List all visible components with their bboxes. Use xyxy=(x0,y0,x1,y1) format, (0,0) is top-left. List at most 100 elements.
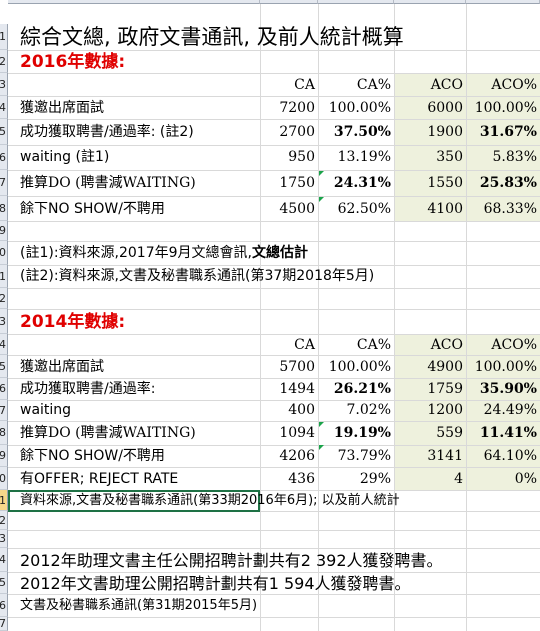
ca-pct-value[interactable]: 37.50% xyxy=(333,124,391,140)
column-header-e[interactable]: E xyxy=(466,0,540,4)
row-header[interactable]: 6 xyxy=(0,145,8,170)
header-aco-pct[interactable]: ACO% xyxy=(491,337,537,353)
aco-pct-value[interactable]: 11.41% xyxy=(479,425,537,441)
ca-value[interactable]: 1094 xyxy=(279,425,315,441)
row-label[interactable]: waiting (註1) xyxy=(20,149,110,165)
ca-value[interactable]: 436 xyxy=(288,471,315,487)
aco-value[interactable]: 4 xyxy=(454,471,463,487)
aco-pct-value[interactable]: 100.00% xyxy=(474,359,537,375)
note-1[interactable]: (註1):資料來源,2017年9月文總會訊,文總估計 xyxy=(20,244,308,262)
ca-pct-value[interactable]: 29% xyxy=(359,471,391,487)
row-header[interactable]: 2 xyxy=(0,288,8,309)
ca-value[interactable]: 1750 xyxy=(279,175,315,191)
row-header[interactable]: 3 xyxy=(0,309,8,334)
ca-value[interactable]: 4500 xyxy=(279,201,315,217)
aco-pct-value[interactable]: 25.83% xyxy=(479,175,537,191)
row-label[interactable]: 餘下NO SHOW/不聘用 xyxy=(20,201,165,217)
aco-value[interactable]: 3141 xyxy=(427,448,463,464)
row-header[interactable]: 4 xyxy=(0,96,8,119)
footer-line-2[interactable]: 2012年文書助理公開招聘計劃共有1 594人獲發聘書。 xyxy=(20,574,411,593)
sheet-title[interactable]: 綜合文總, 政府文書通訊, 及前人統計概算 xyxy=(20,25,404,49)
aco-value[interactable]: 4900 xyxy=(427,359,463,375)
header-aco[interactable]: ACO xyxy=(430,337,463,353)
ca-pct-value[interactable]: 19.19% xyxy=(333,425,391,441)
row-header[interactable]: 1 xyxy=(0,24,8,50)
ca-pct-value[interactable]: 26.21% xyxy=(333,381,391,397)
header-ca[interactable]: CA xyxy=(294,337,315,353)
row-label[interactable]: waiting xyxy=(20,402,72,418)
aco-value[interactable]: 1550 xyxy=(427,175,463,191)
aco-value[interactable]: 1200 xyxy=(427,402,463,418)
ca-value[interactable]: 5700 xyxy=(279,359,315,375)
row-header[interactable]: 2 xyxy=(0,50,8,73)
column-header-d[interactable]: D xyxy=(394,0,466,4)
aco-pct-value[interactable]: 64.10% xyxy=(483,448,537,464)
aco-value[interactable]: 4100 xyxy=(427,201,463,217)
aco-pct-value[interactable]: 31.67% xyxy=(479,124,537,140)
column-header-c[interactable]: C xyxy=(318,0,394,4)
aco-pct-value[interactable]: 35.90% xyxy=(479,381,537,397)
row-header[interactable]: 9 xyxy=(0,221,8,241)
header-aco[interactable]: ACO xyxy=(430,77,463,93)
heading-2016[interactable]: 2016年數據: xyxy=(20,52,126,72)
ca-pct-value[interactable]: 13.19% xyxy=(337,149,391,165)
row-header[interactable]: 0 xyxy=(0,467,8,490)
ca-pct-value[interactable]: 62.50% xyxy=(337,201,391,217)
ca-pct-value[interactable]: 24.31% xyxy=(333,175,391,191)
row-label[interactable]: 推算DO (聘書減WAITING) xyxy=(20,175,196,191)
row-header[interactable]: 2 xyxy=(0,511,8,530)
note-2[interactable]: (註2):資料來源,文書及秘書職系通訊(第37期2018年5月) xyxy=(20,268,375,284)
aco-value[interactable]: 6000 xyxy=(427,100,463,116)
row-header[interactable]: 3 xyxy=(0,73,8,96)
aco-value[interactable]: 1759 xyxy=(427,381,463,397)
row-header[interactable]: 6 xyxy=(0,378,8,400)
ca-value[interactable]: 400 xyxy=(288,402,315,418)
row-header[interactable]: 8 xyxy=(0,196,8,221)
row-header[interactable]: 1 xyxy=(0,265,8,288)
row-header[interactable]: 8 xyxy=(0,421,8,445)
row-header[interactable]: 9 xyxy=(0,445,8,467)
row-header[interactable]: 5 xyxy=(0,572,8,594)
row-label[interactable]: 成功獲取聘書/通過率: (註2) xyxy=(20,123,194,141)
row-label[interactable]: 推算DO (聘書減WAITING) xyxy=(20,425,196,441)
header-ca-pct[interactable]: CA% xyxy=(356,337,391,353)
footer-line-1[interactable]: 2012年助理文書主任公開招聘計劃共有2 392人獲發聘書。 xyxy=(20,551,443,570)
header-ca-pct[interactable]: CA% xyxy=(356,77,391,93)
ca-pct-value[interactable]: 7.02% xyxy=(346,402,391,418)
aco-value[interactable]: 350 xyxy=(436,149,463,165)
ca-pct-value[interactable]: 100.00% xyxy=(328,359,391,375)
aco-value[interactable]: 1900 xyxy=(427,124,463,140)
column-header-a[interactable]: A xyxy=(8,0,260,4)
aco-pct-value[interactable]: 0% xyxy=(514,471,537,487)
aco-pct-value[interactable]: 5.83% xyxy=(492,149,537,165)
heading-2014[interactable]: 2014年數據: xyxy=(20,312,126,332)
header-ca[interactable]: CA xyxy=(294,77,315,93)
footer-line-3[interactable]: 文書及秘書職系通訊(第31期2015年5月) xyxy=(20,598,258,613)
row-header[interactable]: 4 xyxy=(0,334,8,355)
column-header-b[interactable]: B xyxy=(260,0,318,4)
row-header[interactable]: 1 xyxy=(0,490,8,511)
row-header[interactable]: 7 xyxy=(0,400,8,421)
selected-cell[interactable] xyxy=(8,490,260,512)
row-header[interactable]: 5 xyxy=(0,119,8,145)
row-header[interactable]: 3 xyxy=(0,530,8,548)
header-aco-pct[interactable]: ACO% xyxy=(491,77,537,93)
row-label[interactable]: 獲邀出席面試 xyxy=(20,100,104,116)
row-header[interactable]: 0 xyxy=(0,241,8,265)
row-header[interactable]: 5 xyxy=(0,355,8,378)
row-label[interactable]: 獲邀出席面試 xyxy=(20,359,104,375)
row-header[interactable]: 6 xyxy=(0,594,8,617)
aco-pct-value[interactable]: 68.33% xyxy=(483,201,537,217)
ca-value[interactable]: 2700 xyxy=(279,124,315,140)
ca-value[interactable]: 950 xyxy=(288,149,315,165)
ca-pct-value[interactable]: 100.00% xyxy=(328,100,391,116)
ca-value[interactable]: 4206 xyxy=(279,448,315,464)
row-header[interactable]: 7 xyxy=(0,170,8,196)
ca-value[interactable]: 7200 xyxy=(279,100,315,116)
row-label[interactable]: 成功獲取聘書/通過率: xyxy=(20,381,156,397)
row-header[interactable]: 4 xyxy=(0,548,8,572)
aco-value[interactable]: 559 xyxy=(436,425,463,441)
row-label[interactable]: 餘下NO SHOW/不聘用 xyxy=(20,448,165,464)
ca-value[interactable]: 1494 xyxy=(279,381,315,397)
aco-pct-value[interactable]: 100.00% xyxy=(474,100,537,116)
